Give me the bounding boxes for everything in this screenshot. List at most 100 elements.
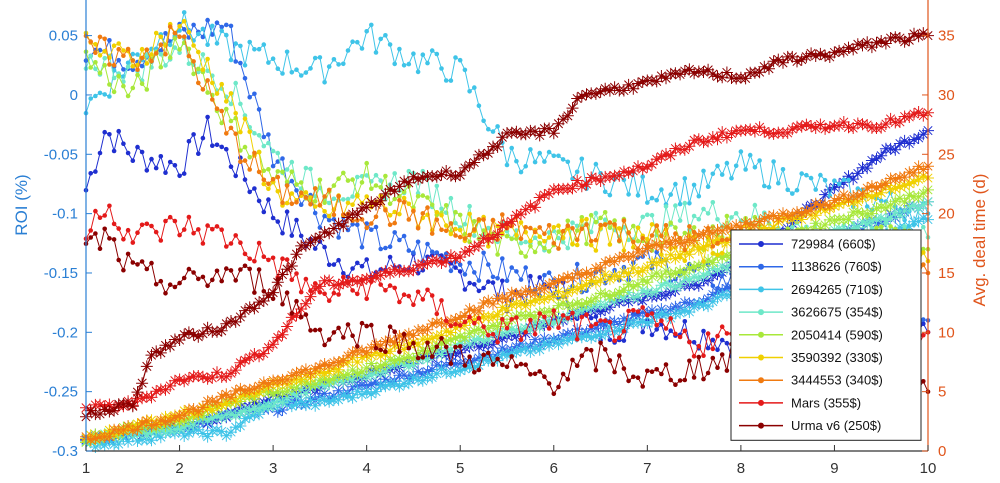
roi-point	[546, 223, 552, 228]
roi-point	[266, 257, 271, 263]
legend-item: 1138626 (760$)	[739, 259, 882, 274]
roi-point	[121, 237, 126, 242]
roi-point	[500, 278, 505, 284]
roi-point	[233, 131, 238, 137]
roi-point	[256, 267, 262, 272]
roi-point	[186, 139, 192, 144]
roi-point	[261, 168, 267, 174]
roi-point	[153, 281, 159, 287]
roi-point	[472, 85, 477, 90]
roi-point	[97, 34, 103, 40]
roi-point	[574, 363, 580, 369]
roi-point	[294, 271, 299, 276]
roi-point	[88, 235, 93, 240]
roi-point	[612, 369, 617, 375]
roi-point	[364, 296, 370, 302]
roi-point	[888, 224, 893, 229]
roi-point	[345, 200, 351, 206]
roi-point	[514, 236, 519, 241]
roi-point	[93, 93, 98, 99]
roi-point	[687, 224, 692, 229]
roi-point	[532, 159, 538, 165]
roi-point	[153, 165, 159, 171]
roi-point	[153, 229, 159, 235]
roi-point	[102, 62, 107, 68]
roi-point	[247, 167, 252, 172]
roi-point	[420, 297, 426, 302]
roi-point	[565, 218, 571, 224]
roi-point	[532, 249, 538, 255]
roi-point	[373, 172, 379, 178]
roi-point	[336, 235, 341, 240]
roi-point	[411, 208, 416, 214]
roi-point	[415, 226, 421, 231]
roi-point	[116, 46, 121, 52]
roi-point	[149, 260, 154, 266]
roi-point	[261, 177, 267, 183]
roi-point	[420, 52, 426, 57]
roi-point	[200, 135, 206, 141]
roi-point	[200, 274, 206, 280]
roi-point	[256, 46, 262, 52]
roi-point	[490, 129, 496, 134]
roi-point	[439, 336, 444, 341]
roi-point	[364, 173, 370, 178]
roi-point	[574, 169, 580, 175]
roi-point	[500, 212, 505, 217]
roi-point	[640, 174, 645, 179]
roi-point	[247, 94, 252, 100]
roi-point	[467, 203, 472, 209]
roi-point	[579, 353, 585, 359]
roi-point	[617, 238, 622, 243]
roi-point	[514, 315, 519, 320]
roi-point	[121, 83, 126, 89]
roi-point	[715, 333, 720, 339]
roi-point	[514, 158, 519, 164]
roi-point	[102, 36, 107, 42]
roi-point	[696, 193, 702, 199]
roi-point	[102, 92, 107, 97]
roi-point	[205, 283, 210, 289]
roi-point	[130, 85, 136, 91]
roi-point	[654, 327, 659, 332]
roi-point	[191, 132, 196, 137]
roi-point	[224, 99, 229, 104]
roi-point	[836, 181, 842, 187]
roi-point	[167, 42, 173, 48]
roi-point	[425, 60, 430, 66]
roi-point	[158, 42, 164, 47]
x-tick-label: 10	[920, 460, 937, 477]
roi-point	[457, 57, 463, 63]
roi-point	[210, 97, 215, 102]
roi-point	[135, 144, 140, 150]
roi-point	[701, 168, 706, 174]
roi-point	[528, 372, 533, 377]
roi-point	[663, 335, 669, 341]
roi-point	[415, 355, 421, 361]
roi-point	[214, 20, 220, 26]
roi-point	[406, 168, 412, 174]
roi-point	[102, 129, 107, 135]
roi-point	[621, 218, 627, 223]
roi-point	[135, 72, 140, 78]
roi-point	[490, 217, 496, 223]
roi-point	[701, 259, 706, 264]
roi-point	[584, 222, 589, 227]
roi-point	[804, 172, 809, 178]
roi-point	[593, 210, 599, 216]
roi-point	[186, 214, 192, 220]
roi-point	[312, 327, 318, 333]
roi-point	[719, 337, 725, 343]
roi-point	[196, 227, 201, 232]
roi-point	[472, 227, 477, 232]
y-right-tick-label: 35	[938, 28, 955, 45]
roi-point	[350, 39, 355, 44]
roi-point	[631, 223, 636, 229]
roi-point	[191, 71, 196, 77]
roi-point	[696, 343, 702, 349]
roi-point	[687, 201, 692, 206]
roi-point	[397, 46, 402, 52]
roi-point	[345, 322, 351, 327]
roi-point	[308, 166, 313, 172]
roi-point	[467, 89, 472, 94]
